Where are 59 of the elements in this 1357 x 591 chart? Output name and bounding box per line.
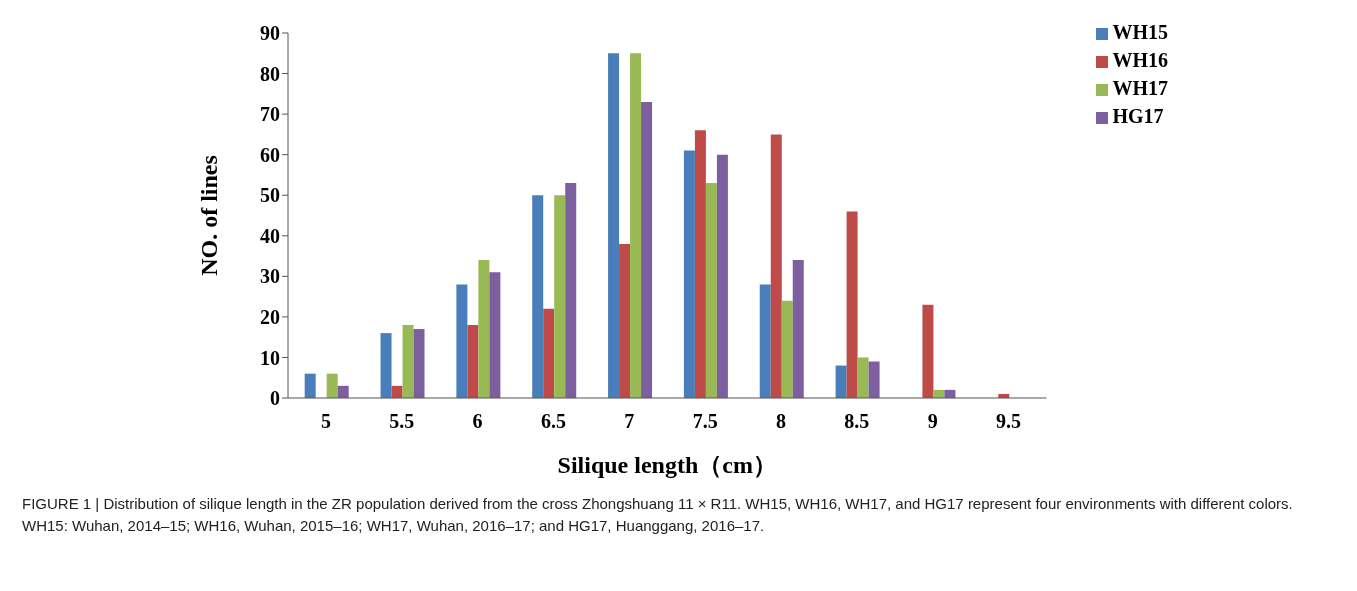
y-tick-label: 80 xyxy=(260,62,280,85)
y-tick-label: 40 xyxy=(260,224,280,247)
legend-label: WH15 xyxy=(1112,21,1168,43)
y-tick-label: 20 xyxy=(260,305,280,328)
x-tick-label: 5 xyxy=(320,410,331,433)
bar xyxy=(770,134,782,398)
bar xyxy=(694,130,706,398)
x-axis-title: Silique length（cm） xyxy=(557,452,777,478)
bar xyxy=(565,183,577,398)
bar xyxy=(781,300,793,398)
bar xyxy=(467,325,479,398)
y-tick-label: 60 xyxy=(260,143,280,166)
bar xyxy=(456,284,468,398)
bar xyxy=(543,308,555,398)
x-tick-label: 8.5 xyxy=(844,410,870,433)
bar xyxy=(554,195,566,398)
y-tick-label: 50 xyxy=(260,184,280,207)
bar xyxy=(337,385,349,398)
y-tick-label: 10 xyxy=(260,346,280,369)
bar xyxy=(532,195,544,398)
bar xyxy=(608,53,620,398)
x-tick-label: 9.5 xyxy=(996,410,1022,433)
y-tick-label: 30 xyxy=(260,265,280,288)
bar xyxy=(683,150,695,398)
bar xyxy=(705,183,717,398)
bar xyxy=(391,385,403,398)
bar xyxy=(641,101,653,398)
bar xyxy=(868,361,880,398)
bar xyxy=(792,260,804,398)
x-tick-label: 6 xyxy=(472,410,483,433)
legend-label: WH17 xyxy=(1112,77,1168,99)
x-tick-label: 7 xyxy=(624,410,635,433)
x-tick-label: 7.5 xyxy=(692,410,718,433)
x-tick-label: 6.5 xyxy=(540,410,566,433)
bar xyxy=(835,365,847,398)
y-tick-label: 0 xyxy=(270,387,280,410)
x-tick-label: 9 xyxy=(927,410,938,433)
bar xyxy=(304,373,316,398)
legend-label: HG17 xyxy=(1112,105,1164,127)
x-tick-label: 8 xyxy=(775,410,786,433)
bar xyxy=(402,325,414,398)
bar xyxy=(489,272,501,398)
bar xyxy=(759,284,771,398)
y-tick-label: 70 xyxy=(260,103,280,126)
bar xyxy=(326,373,338,398)
bar xyxy=(716,154,728,398)
bar xyxy=(380,333,392,398)
legend-label: WH16 xyxy=(1112,49,1168,71)
bar xyxy=(413,329,425,398)
y-tick-label: 90 xyxy=(260,22,280,45)
caption: FIGURE 1 | Distribution of silique length in the ZR population derived from the cross Zhongshuang 11 × R11. WH15, WH16, WH17, and HG17 represent four environments with different colors. WH15: Wuhan, 2014–15; WH16, Wuhan, 2015–16; WH17, Wuhan, 2016–17; and HG17, Huanggang, 2016–17. xyxy=(22,494,1294,536)
bar xyxy=(857,357,869,398)
bar xyxy=(846,211,858,398)
y-axis-title: NO. of lines xyxy=(195,155,222,276)
bar xyxy=(478,260,490,398)
x-tick-label: 5.5 xyxy=(389,410,415,433)
bar xyxy=(630,53,642,398)
bar xyxy=(922,304,934,398)
bar xyxy=(619,243,631,398)
